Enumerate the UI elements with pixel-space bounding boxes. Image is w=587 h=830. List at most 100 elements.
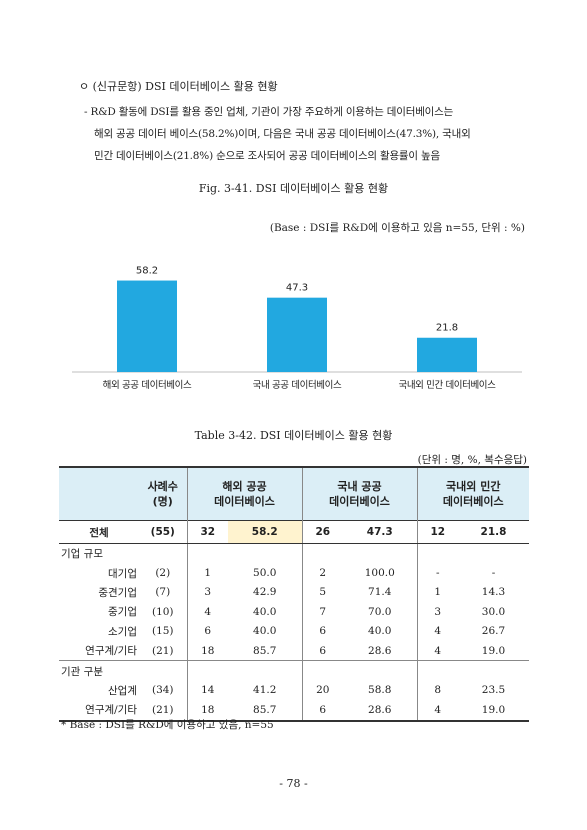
cell: 4	[416, 700, 458, 722]
cell: 20	[301, 680, 343, 701]
total-c1-pct: 58.2	[228, 520, 302, 544]
category-label: 국내외 민간 데이터베이스	[399, 379, 497, 391]
table-row: 중기업 (10) 4 40.0 7 70.0 3 30.0	[59, 602, 529, 622]
cell: 2	[301, 563, 343, 583]
row-count: (2)	[155, 567, 171, 580]
header-overseas-public: 해외 공공 데이터베이스	[186, 467, 302, 521]
cell: 85.7	[253, 644, 277, 657]
cell: 1	[186, 563, 228, 583]
header-count: 사례수 (명)	[139, 467, 187, 521]
figure-base-note: (Base : DSI를 R&D에 이용하고 있음 n=55, 단위 : %)	[269, 222, 525, 234]
row-count: (21)	[139, 700, 187, 722]
group-label-institution: 기관 구분	[59, 660, 187, 681]
category-label: 국내 공공 데이터베이스	[253, 380, 342, 391]
total-c3-pct: 21.8	[458, 520, 529, 544]
row-count: (15)	[151, 625, 174, 638]
row-label: 중기업	[108, 606, 137, 619]
section-heading: ㅇ (신규문항) DSI 데이터베이스 활용 현황	[79, 80, 278, 93]
summary-line-1: - R&D 활동에 DSI를 활용 중인 업체, 기관이 가장 주요하게 이용하…	[84, 106, 454, 118]
cell: 28.6	[368, 644, 392, 657]
cell: 6	[301, 640, 343, 661]
cell: 41.2	[253, 684, 277, 697]
cell: 8	[416, 680, 458, 701]
total-c2-pct: 47.3	[343, 520, 417, 544]
bar	[267, 297, 327, 372]
cell: 1	[416, 582, 458, 603]
group-label-row: 기업 규모	[59, 543, 529, 564]
table-row: 연구계/기타 (21) 18 85.7 6 28.6 4 19.0	[59, 700, 529, 722]
cell: -	[491, 567, 496, 580]
cell: 4	[186, 602, 228, 622]
table-row: 산업계 (34) 14 41.2 20 58.8 8 23.5	[59, 680, 529, 701]
page-number: - 78 -	[279, 777, 308, 790]
cell: 3	[186, 582, 228, 603]
data-table: 사례수 (명) 해외 공공 데이터베이스 국내 공공 데이터베이스 국내외 민간 데이터…	[59, 466, 529, 722]
header-blank	[59, 467, 139, 521]
table-row: 소기업 (15) 6 40.0 6 40.0 4 26.7	[59, 621, 529, 641]
cell: 18	[186, 640, 228, 661]
cell: 19.0	[481, 644, 506, 657]
summary-line-2: 해외 공공 데이터 베이스(58.2%)이며, 다음은 국내 공공 데이터베이스…	[94, 128, 471, 140]
total-c2-n: 26	[301, 520, 343, 544]
cell: 42.9	[253, 586, 277, 599]
row-label: 중견기업	[98, 586, 137, 599]
cell: -	[416, 563, 458, 583]
cell: 70.0	[368, 605, 392, 618]
bar	[417, 337, 477, 372]
table-row: 연구계/기타 (21) 18 85.7 6 28.6 4 19.0	[59, 640, 529, 661]
bar-value-label: 21.8	[436, 323, 458, 334]
figure-caption: Fig. 3-41. DSI 데이터베이스 활용 현황	[198, 182, 389, 195]
table-unit: (단위 : 명, %, 복수응답)	[417, 454, 527, 466]
header-domestic-public: 국내 공공 데이터베이스	[301, 467, 417, 521]
cell: 6	[186, 621, 228, 641]
cell: 7	[301, 602, 343, 622]
table-caption: Table 3-42. DSI 데이터베이스 활용 현황	[194, 429, 393, 442]
cell: 50.0	[253, 567, 277, 580]
table-row: 대기업 (2) 1 50.0 2 100.0 - -	[59, 563, 529, 583]
cell: 4	[416, 640, 458, 661]
cell: 14.3	[481, 586, 506, 599]
table-row: 중견기업 (7) 3 42.9 5 71.4 1 14.3	[59, 582, 529, 603]
cell: 40.0	[253, 625, 277, 638]
row-label: 대기업	[108, 567, 137, 580]
cell: 6	[301, 621, 343, 641]
row-count: (10)	[151, 605, 174, 618]
group-label-size: 기업 규모	[61, 548, 103, 561]
cell: 40.0	[368, 625, 392, 638]
total-c3-n: 12	[416, 520, 458, 544]
cell: 23.5	[481, 684, 506, 697]
row-label: 연구계/기타	[85, 645, 137, 658]
row-label: 산업계	[108, 684, 137, 697]
cell: 40.0	[253, 605, 277, 618]
cell: 100.0	[364, 567, 395, 580]
row-label: 소기업	[108, 625, 137, 638]
row-label: 연구계/기타	[59, 700, 139, 722]
cell: 85.7	[228, 700, 302, 722]
table-row-total: 전체 (55) 32 58.2 26 47.3 12 21.8	[59, 520, 529, 544]
total-label: 전체	[59, 520, 139, 544]
summary-line-3: 민간 데이터베이스(21.8%) 순으로 조사되어 공공 데이터베이스의 활용률…	[94, 150, 440, 162]
bar-value-label: 58.2	[136, 266, 158, 277]
cell: 58.8	[368, 684, 392, 697]
cell: 28.6	[343, 700, 417, 722]
total-c1-n: 32	[186, 520, 228, 544]
row-count: (21)	[151, 644, 174, 657]
footnote: * Base : DSI를 R&D에 이용하고 있음, n=55	[61, 719, 274, 731]
cell: 26.7	[481, 625, 506, 638]
category-label: 해외 공공 데이터베이스	[103, 379, 192, 391]
cell: 30.0	[481, 605, 506, 618]
bar-value-label: 47.3	[286, 283, 308, 294]
total-count: (55)	[139, 520, 187, 544]
cell: 71.4	[368, 586, 392, 599]
bar-chart: 58.2 해외 공공 데이터베이스 47.3 국내 공공 데이터베이스 21.8 국내외 …	[72, 266, 522, 391]
cell: 5	[301, 582, 343, 603]
row-count: (7)	[155, 586, 171, 599]
cell: 19.0	[458, 700, 529, 722]
cell: 4	[416, 621, 458, 641]
cell: 6	[301, 700, 343, 722]
cell: 14	[186, 680, 228, 701]
header-private: 국내외 민간 데이터베이스	[416, 467, 529, 521]
bar	[117, 280, 177, 372]
cell: 18	[186, 700, 228, 722]
table-header-row: 사례수 (명) 해외 공공 데이터베이스 국내 공공 데이터베이스 국내외 민간 데이터…	[59, 467, 529, 521]
